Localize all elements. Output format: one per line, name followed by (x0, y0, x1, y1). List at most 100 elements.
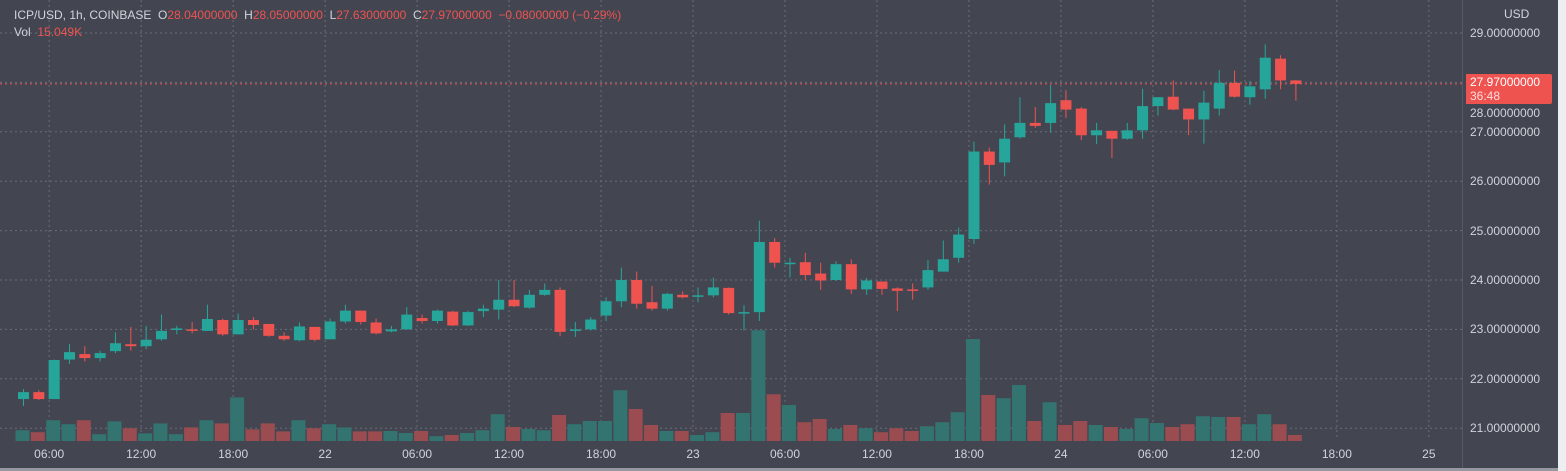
candle (539, 283, 551, 296)
volume-bar (1027, 421, 1042, 441)
candle-body (447, 311, 459, 326)
volume-bar (184, 427, 199, 441)
volume-bar (138, 433, 153, 441)
volume-bar (751, 330, 766, 441)
candle (125, 326, 137, 351)
candle-body (1045, 103, 1057, 123)
time-tick-label: 12:00 (126, 447, 157, 461)
candle-body (968, 151, 980, 239)
candlestick-chart[interactable] (0, 0, 1462, 468)
volume-bar (536, 430, 551, 441)
volume-bar (352, 431, 367, 441)
volume-bar (1103, 427, 1118, 441)
candle-body (631, 280, 643, 304)
candle-body (646, 302, 658, 309)
candle (462, 310, 474, 326)
candle-body (1152, 97, 1164, 107)
candle-body (33, 392, 45, 400)
volume-bar (782, 405, 796, 441)
candle-body (738, 312, 750, 314)
volume-bar (1011, 385, 1026, 441)
volume-bar (260, 423, 275, 441)
volume-label: Vol (14, 25, 31, 39)
symbol-label: ICP/USD, 1h, COINBASE (14, 8, 152, 22)
volume-bar (1180, 424, 1195, 441)
candle-body (278, 335, 290, 340)
candle-body (876, 281, 888, 289)
volume-bar (613, 390, 628, 441)
candle-body (355, 310, 367, 322)
candle (355, 310, 367, 325)
legend-ohlc-row: ICP/USD, 1h, COINBASE O28.04000000 H28.0… (14, 7, 621, 24)
candle-body (1183, 108, 1195, 120)
volume-bar (444, 435, 459, 441)
volume-bar (122, 428, 137, 441)
volume-bar (827, 429, 842, 441)
candle-body (523, 294, 535, 308)
close-value: 27.97000000 (421, 8, 492, 22)
candle-body (845, 264, 857, 290)
price-tick-label: 22.00000000 (1470, 371, 1541, 386)
candle (278, 332, 290, 341)
candle-body (999, 138, 1011, 163)
candle (1045, 84, 1057, 133)
volume-bar (797, 422, 812, 441)
candle-body (585, 319, 597, 330)
candle-body (753, 241, 765, 313)
candle (845, 259, 857, 294)
candle (799, 252, 811, 280)
candle (1244, 80, 1256, 105)
candle-body (1259, 57, 1271, 90)
price-tick-label: 21.00000000 (1470, 421, 1541, 436)
candle-body (508, 299, 520, 307)
candle-body (907, 289, 919, 291)
time-tick-label: 25 (1422, 447, 1436, 461)
candle (1060, 90, 1072, 118)
volume-bars (15, 330, 1302, 441)
candle-body (1244, 86, 1256, 98)
time-tick-label: 12:00 (1229, 447, 1260, 461)
candle-body (94, 353, 106, 359)
volume-bar (1257, 414, 1272, 441)
candle-body (416, 318, 428, 322)
candle (1290, 79, 1302, 101)
candle-body (1075, 108, 1087, 136)
volume-bar (1211, 417, 1226, 441)
currency-label[interactable]: USD (1504, 7, 1530, 21)
volume-bar (214, 423, 229, 441)
candle (907, 283, 919, 300)
volume-bar (414, 431, 429, 441)
price-tick-label: 27.00000000 (1470, 124, 1541, 139)
price-tick-label: 25.00000000 (1470, 223, 1541, 238)
candle (18, 389, 29, 406)
candle (1075, 107, 1087, 141)
volume-bar (322, 424, 337, 441)
candle-body (1137, 106, 1149, 131)
volume-bar (1042, 402, 1057, 441)
candle (1275, 55, 1287, 90)
candle-body (140, 339, 152, 347)
candle-body (125, 344, 137, 347)
price-tick-label: 24.00000000 (1470, 273, 1541, 287)
candle (830, 261, 842, 281)
volume-bar (291, 420, 306, 441)
time-tick-label: 06:00 (769, 447, 801, 461)
candle (861, 278, 873, 295)
time-tick-label: 22 (318, 447, 332, 461)
candle (293, 322, 305, 342)
candle-body (155, 330, 167, 340)
volume-bar (230, 397, 245, 441)
volume-bar (398, 433, 413, 441)
candle (815, 262, 827, 290)
candle (523, 289, 535, 309)
candle (554, 287, 566, 337)
candle-body (600, 301, 612, 316)
candle-body (293, 326, 305, 341)
candle (661, 292, 673, 311)
low-label: L (329, 8, 337, 22)
volume-bar (1088, 425, 1103, 441)
candle (201, 304, 213, 331)
volume-bar (1272, 424, 1287, 441)
candle (631, 271, 643, 309)
candle (723, 287, 735, 315)
